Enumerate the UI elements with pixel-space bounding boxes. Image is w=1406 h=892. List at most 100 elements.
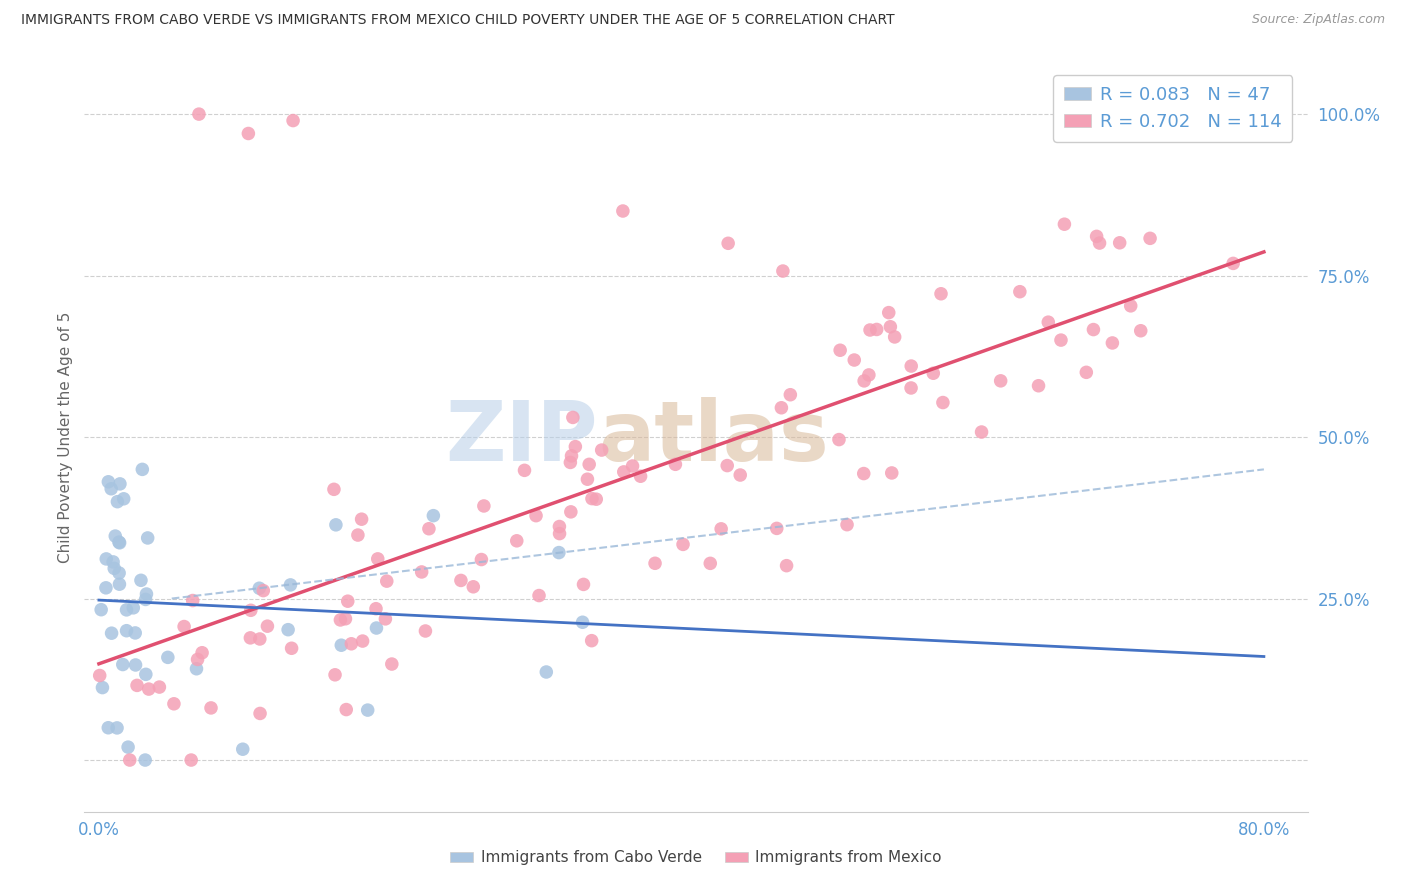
Point — [364, 601, 387, 615]
Point — [138, 682, 160, 697]
Point — [581, 633, 603, 648]
Point — [89, 668, 111, 682]
Point — [1139, 231, 1161, 245]
Point — [134, 753, 156, 767]
Point — [450, 574, 472, 588]
Point — [103, 561, 125, 575]
Point — [280, 641, 302, 656]
Point — [852, 467, 875, 481]
Point — [922, 366, 945, 380]
Point — [548, 519, 571, 533]
Point — [770, 401, 793, 415]
Point — [572, 577, 595, 591]
Point — [1108, 235, 1130, 250]
Point — [105, 494, 128, 508]
Point — [1101, 335, 1123, 350]
Point — [156, 650, 179, 665]
Y-axis label: Child Poverty Under the Age of 5: Child Poverty Under the Age of 5 — [58, 311, 73, 563]
Point — [111, 657, 134, 672]
Point — [853, 374, 876, 388]
Point — [859, 323, 882, 337]
Point — [536, 665, 558, 679]
Point — [104, 529, 127, 543]
Point — [239, 603, 262, 617]
Point — [932, 395, 955, 409]
Point — [1222, 256, 1244, 270]
Point — [900, 381, 922, 395]
Point — [188, 107, 211, 121]
Point — [135, 667, 157, 681]
Point — [97, 475, 120, 489]
Point — [524, 508, 547, 523]
Point — [180, 753, 202, 767]
Point — [613, 465, 636, 479]
Point — [191, 646, 214, 660]
Point — [591, 443, 613, 458]
Point — [108, 577, 131, 591]
Point — [581, 491, 603, 506]
Point — [877, 305, 900, 319]
Point — [835, 517, 858, 532]
Point — [548, 526, 571, 541]
Point — [621, 458, 644, 473]
Point — [129, 574, 152, 588]
Point — [115, 603, 138, 617]
Point — [352, 634, 374, 648]
Point — [716, 458, 738, 473]
Point — [181, 593, 204, 607]
Point — [135, 592, 157, 607]
Point — [148, 680, 170, 694]
Point — [357, 703, 380, 717]
Point — [108, 566, 131, 580]
Point — [561, 410, 583, 425]
Point — [1119, 299, 1142, 313]
Point — [929, 286, 952, 301]
Point — [330, 638, 353, 652]
Point — [548, 545, 571, 559]
Point — [100, 482, 122, 496]
Point — [280, 578, 302, 592]
Text: Source: ZipAtlas.com: Source: ZipAtlas.com — [1251, 13, 1385, 27]
Point — [335, 612, 357, 626]
Point — [1085, 229, 1108, 244]
Legend: Immigrants from Cabo Verde, Immigrants from Mexico: Immigrants from Cabo Verde, Immigrants f… — [444, 845, 948, 871]
Point — [1083, 322, 1105, 336]
Point — [105, 721, 128, 735]
Point — [122, 600, 145, 615]
Point — [112, 491, 135, 506]
Point — [560, 449, 582, 463]
Point — [101, 555, 124, 569]
Point — [513, 463, 536, 477]
Point — [335, 702, 357, 716]
Point — [135, 587, 157, 601]
Point — [252, 583, 274, 598]
Point — [347, 528, 370, 542]
Point — [717, 236, 740, 251]
Point — [1008, 285, 1031, 299]
Point — [1050, 333, 1073, 347]
Point — [564, 440, 586, 454]
Point — [239, 631, 262, 645]
Point — [131, 462, 153, 476]
Point — [880, 466, 903, 480]
Point — [256, 619, 278, 633]
Point — [411, 565, 433, 579]
Point — [1076, 365, 1098, 379]
Point — [560, 505, 582, 519]
Point — [828, 433, 851, 447]
Point — [186, 662, 208, 676]
Point — [866, 322, 889, 336]
Point — [844, 353, 866, 368]
Point — [644, 556, 666, 570]
Point — [883, 330, 905, 344]
Point — [463, 580, 485, 594]
Point — [323, 483, 346, 497]
Point — [710, 522, 733, 536]
Point — [108, 476, 131, 491]
Point — [117, 740, 139, 755]
Point — [108, 535, 131, 549]
Point — [585, 492, 607, 507]
Point — [91, 681, 114, 695]
Point — [779, 388, 801, 402]
Text: atlas: atlas — [598, 397, 830, 477]
